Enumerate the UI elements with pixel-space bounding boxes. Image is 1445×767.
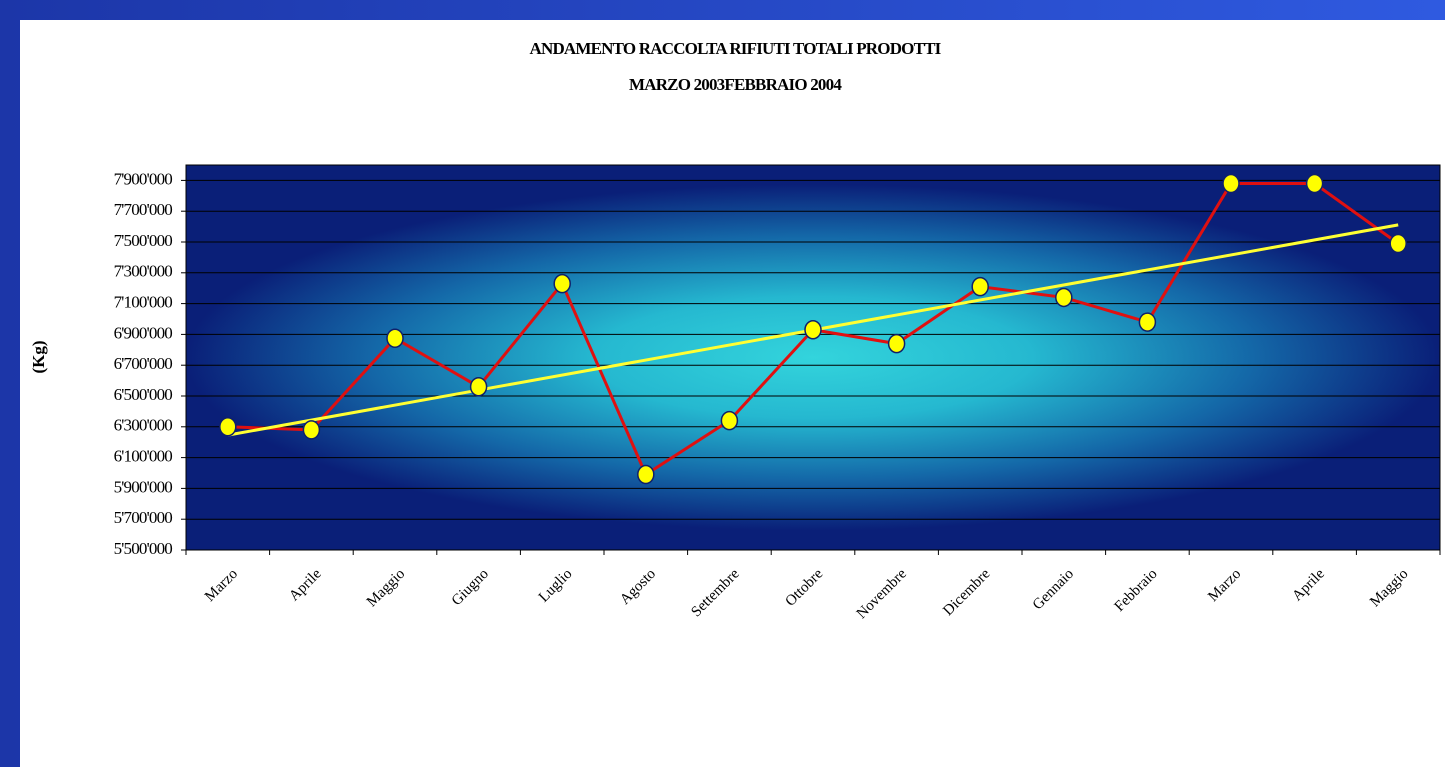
data-point <box>887 333 906 354</box>
y-tick-label: 7'100'000 <box>114 293 173 312</box>
data-point <box>637 464 655 485</box>
y-tick-label: 7'300'000 <box>114 262 173 281</box>
data-point <box>302 420 321 440</box>
chart-title: ANDAMENTO RACCOLTA RIFIUTI TOTALI PRODOT… <box>529 39 941 58</box>
chart-subtitle: MARZO 2003FEBBRAIO 2004 <box>629 75 842 94</box>
plot-area <box>186 165 1440 550</box>
data-point <box>1222 173 1240 194</box>
y-tick-label: 6'100'000 <box>114 447 173 466</box>
y-tick-label: 7'700'000 <box>114 200 173 219</box>
y-tick-label: 6'900'000 <box>114 323 173 342</box>
data-point <box>469 377 488 397</box>
data-point <box>1305 173 1324 194</box>
y-tick-label: 5'900'000 <box>114 477 173 496</box>
y-tick-label: 5'700'000 <box>114 508 173 527</box>
data-point <box>1389 233 1407 254</box>
y-tick-label: 5'500'000 <box>114 539 173 558</box>
data-point <box>720 410 739 431</box>
y-tick-label: 6'300'000 <box>114 416 173 435</box>
y-tick-label: 6'700'000 <box>114 354 173 373</box>
y-tick-label: 7'900'000 <box>114 169 173 188</box>
y-tick-label: 6'500'000 <box>114 385 173 404</box>
data-point <box>386 328 404 348</box>
data-point <box>219 417 237 437</box>
plot-border <box>185 164 1441 551</box>
data-point <box>553 273 571 294</box>
data-point <box>971 276 989 297</box>
data-point <box>1138 312 1157 332</box>
y-tick-label: 7'500'000 <box>114 231 173 250</box>
data-point <box>1055 287 1073 308</box>
data-point <box>804 320 822 340</box>
y-axis-label: (Kg) <box>29 340 48 373</box>
